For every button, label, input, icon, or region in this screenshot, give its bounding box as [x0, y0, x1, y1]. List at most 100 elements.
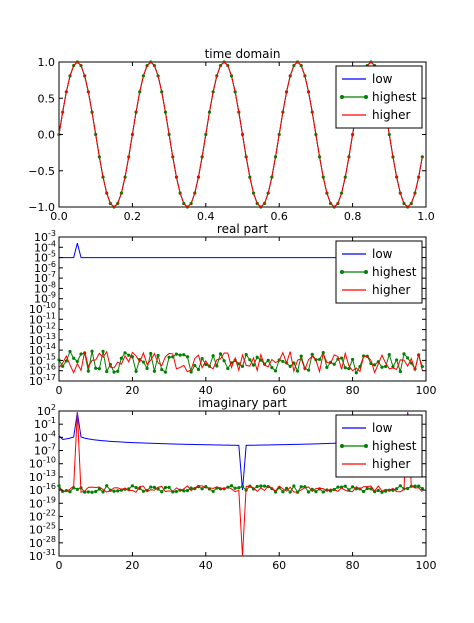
data-point-highest [57, 358, 61, 362]
series-line-higher [58, 350, 423, 375]
legend-marker [364, 270, 368, 274]
data-point-highest [160, 368, 164, 372]
data-point-highest [402, 352, 406, 356]
legend-marker [340, 444, 344, 448]
data-point-highest [292, 484, 296, 488]
legend-label-higher: higher [372, 283, 411, 297]
legend-real-part: low highest higher [335, 240, 423, 304]
x-tick-label: 0.2 [124, 210, 142, 223]
data-point-highest [398, 369, 402, 374]
data-point-highest [354, 371, 358, 375]
y-tick-label: 10-13 [29, 469, 56, 484]
data-point-highest [248, 358, 252, 362]
data-point-highest [240, 484, 245, 489]
x-tick-label: 60 [272, 559, 286, 572]
legend-label-highest: highest [372, 439, 417, 453]
data-point-highest [163, 370, 168, 374]
data-point-highest [310, 352, 314, 357]
data-point-highest [167, 485, 171, 489]
data-point-highest [365, 486, 369, 491]
data-point-highest [130, 355, 134, 359]
data-point-highest [347, 367, 351, 371]
data-point-highest [57, 484, 61, 488]
data-point-highest [369, 487, 373, 491]
data-point-highest [211, 354, 215, 358]
data-point-highest [64, 359, 68, 363]
data-point-highest [182, 489, 186, 493]
data-point-highest [343, 366, 347, 370]
data-point-highest [266, 358, 270, 362]
x-tick-label: 0 [56, 384, 63, 397]
data-point-highest [406, 486, 410, 491]
chart-title-imaginary-part: imaginary part [198, 396, 287, 410]
data-point-highest [373, 363, 377, 367]
data-point-highest [94, 489, 98, 494]
y-tick-label: 10-10 [29, 301, 56, 316]
data-point-highest [97, 366, 101, 371]
data-point-highest [211, 489, 215, 494]
data-point-highest [222, 359, 226, 363]
data-point-highest [193, 363, 197, 368]
series-line-highest [58, 350, 423, 375]
data-point-highest [101, 349, 105, 353]
data-point-highest [299, 485, 303, 489]
data-point-highest [288, 364, 292, 368]
x-tick-label: 80 [346, 559, 360, 572]
x-tick-label: 0 [56, 559, 63, 572]
data-point-highest [362, 489, 366, 494]
data-point-highest [395, 487, 399, 491]
data-point-highest [299, 354, 303, 358]
data-point-highest [281, 490, 285, 494]
data-point-highest [281, 359, 285, 364]
data-point-highest [229, 484, 234, 488]
data-point-highest [94, 366, 98, 370]
data-point-highest [72, 356, 76, 360]
y-tick-label: 10-19 [29, 495, 56, 510]
legend-box [335, 240, 423, 304]
data-point-highest [314, 489, 318, 494]
y-tick-label: 10-31 [29, 548, 56, 563]
data-point-highest [112, 489, 116, 493]
data-point-highest [174, 352, 179, 356]
y-tick-label: 10-17 [29, 373, 56, 388]
data-point-highest [240, 364, 245, 368]
data-point-highest [395, 358, 399, 362]
data-point-highest [75, 487, 79, 492]
data-point-highest [185, 488, 190, 493]
y-tick-label: 0.0 [38, 129, 56, 142]
y-tick-label: 10-12 [29, 322, 56, 337]
data-point-highest [116, 489, 120, 493]
data-point-highest [86, 369, 90, 373]
data-point-highest [273, 490, 278, 494]
data-point-highest [152, 369, 157, 373]
data-point-highest [68, 349, 72, 354]
x-tick-label: 100 [416, 559, 437, 572]
data-point-highest [200, 356, 204, 361]
x-tick-label: 100 [416, 384, 437, 397]
data-point-highest [288, 490, 292, 494]
data-point-highest [196, 367, 201, 372]
series-line-higher [58, 412, 423, 557]
legend-imaginary-part: low highest higher [335, 414, 423, 478]
data-point-highest [284, 486, 289, 490]
series-line-highest [58, 484, 423, 494]
data-point-highest [141, 489, 146, 493]
data-point-highest [321, 490, 325, 494]
chart-title-real-part: real part [217, 222, 268, 236]
data-point-highest [204, 362, 208, 367]
data-point-highest [273, 369, 278, 373]
data-point-highest [68, 490, 72, 494]
y-tick-label: 10-16 [29, 363, 56, 378]
y-tick-label: 10-3 [34, 229, 56, 244]
x-tick-label: 20 [125, 384, 139, 397]
x-tick-label: 0.6 [270, 210, 288, 223]
x-tick-label: 40 [199, 384, 213, 397]
x-tick-label: 20 [125, 559, 139, 572]
data-point-highest [259, 484, 263, 488]
y-tick-label: −0.5 [28, 165, 55, 178]
y-tick-label: 10-15 [29, 352, 56, 367]
data-point-highest [215, 364, 219, 368]
y-tick-label: −1.0 [28, 201, 55, 214]
data-point-highest [156, 353, 160, 358]
data-point-highest [178, 353, 182, 357]
